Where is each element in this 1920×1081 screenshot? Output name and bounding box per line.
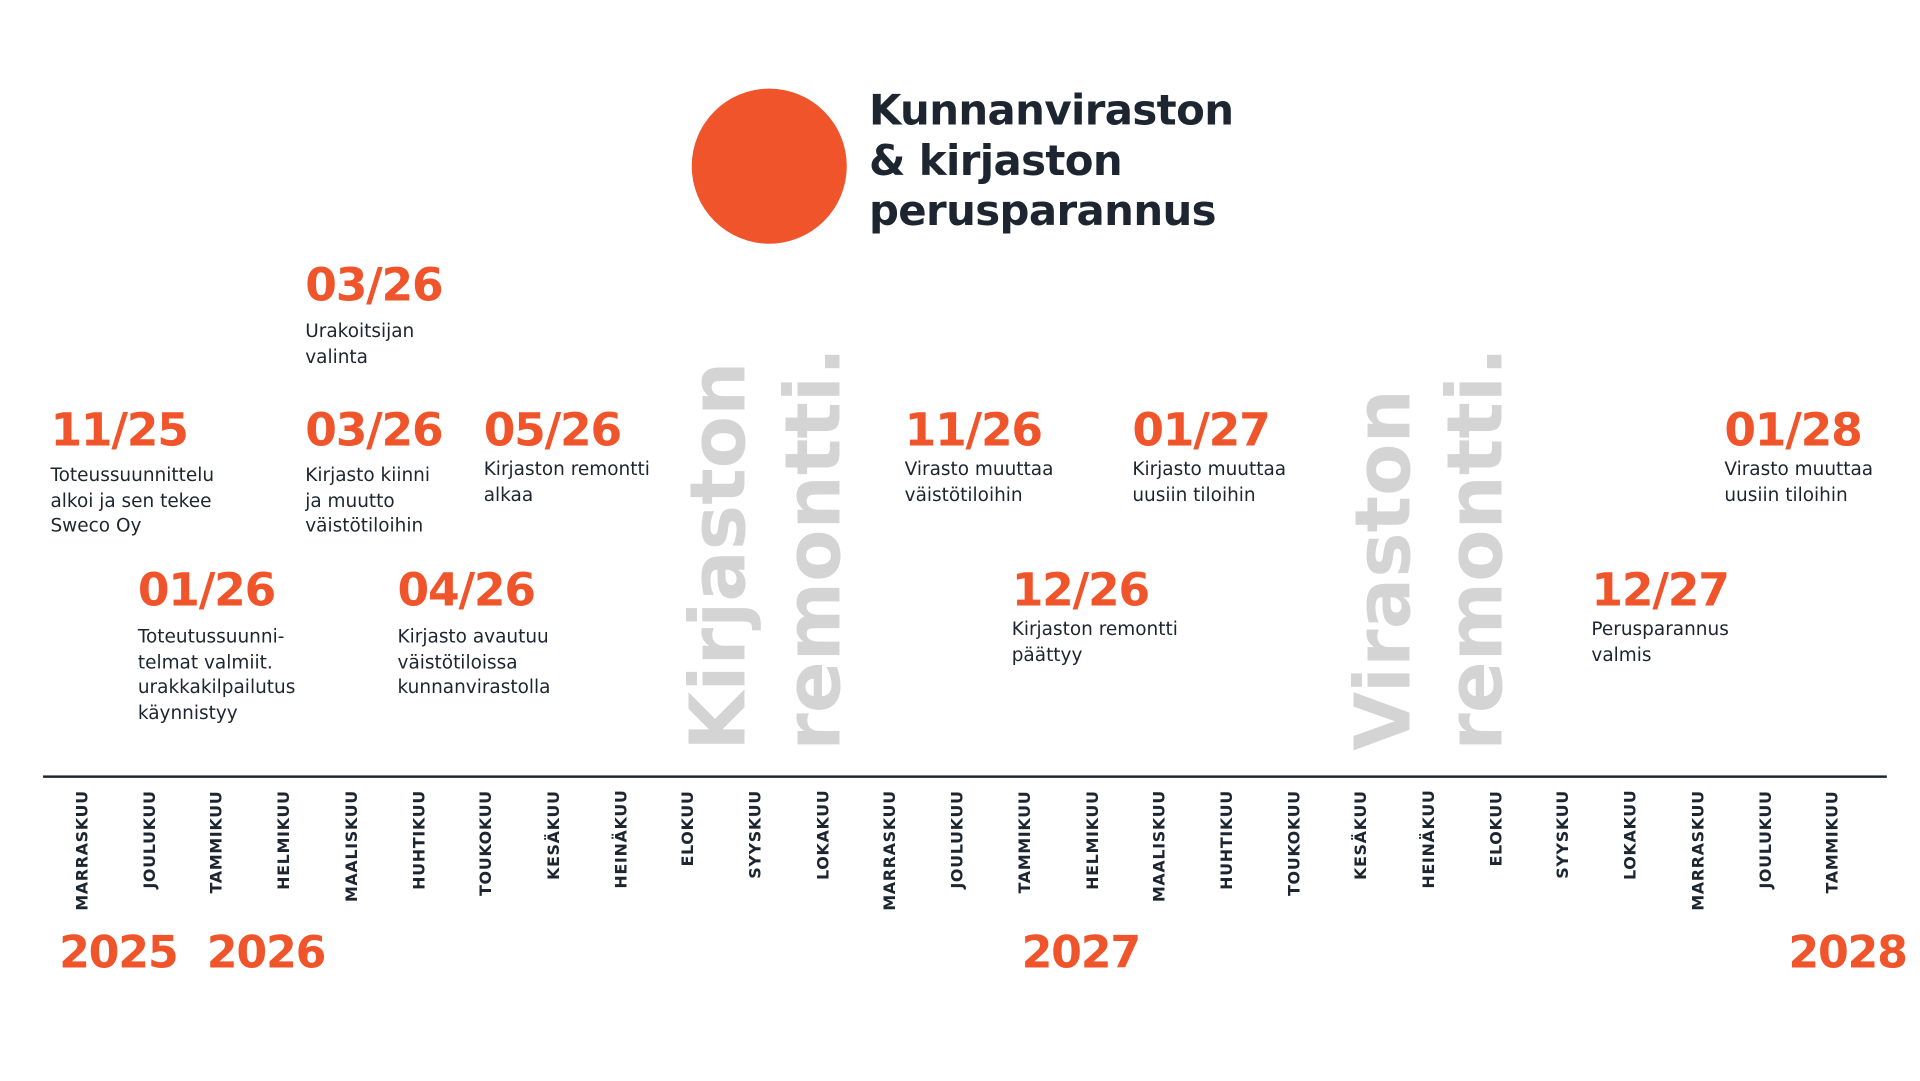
event-date: 11/25	[50, 403, 188, 457]
month-label: TOUKOKUU	[1285, 790, 1305, 897]
title-line: perusparannus	[868, 187, 1217, 237]
month-label: JOULUKUU	[949, 790, 968, 889]
month-label: MARRASKUU	[73, 790, 93, 911]
event-description-line: Toteussuunnittelu	[50, 464, 215, 487]
event-description: Toteutussuunni-telmat valmiit. urakkakilp…	[138, 624, 295, 725]
event-description-line: Virasto muuttaa	[1724, 457, 1874, 481]
event-description-line: käynnistyy	[137, 700, 238, 724]
event-description-line: Kirjaston remontti	[1011, 617, 1178, 641]
month-label: TOUKOKUU	[477, 790, 497, 897]
event-description: Urakoitsijan valinta	[305, 319, 414, 369]
month-label: HEINÄKUU	[1420, 790, 1439, 890]
event-description-line: valmis	[1591, 643, 1652, 666]
month-label: HELMIKUU	[275, 790, 295, 890]
page-title: Kunnanviraston & kirjaston perusparannus	[868, 86, 1234, 237]
timeline-axis	[43, 775, 1887, 778]
event-description-line: Perusparannus	[1591, 617, 1729, 641]
month-label: KESÄKUU	[545, 790, 564, 880]
event-date: 01/27	[1132, 403, 1270, 457]
phase-label: remontti.	[1430, 347, 1521, 751]
event-description: Kirjasto muuttaa uusiin tiloihin	[1132, 457, 1286, 507]
event-description: Kirjasto avautuu väistötiloissa kunnanvira…	[398, 624, 551, 700]
month-label: MARRASKUU	[881, 790, 901, 911]
event-description: Kirjasto kiinni ja muutto väistötiloihin	[305, 463, 430, 539]
event-description-line: väistötiloihin	[305, 514, 424, 537]
year-label: 2028	[1788, 928, 1908, 979]
month-label: MAALISKUU	[1151, 790, 1170, 903]
event-description: Perusparannus valmis	[1591, 617, 1728, 667]
event-description-line: urakkakilpailutus	[137, 675, 296, 698]
event-date: 01/26	[137, 563, 276, 617]
month-label: MAALISKUU	[343, 790, 362, 903]
event-date: 05/26	[483, 403, 622, 457]
event-description-line: alkoi ja sen tekee	[50, 489, 212, 512]
month-label: HUHTIKUU	[1218, 790, 1237, 890]
title-line: Kunnanviraston	[868, 86, 1234, 136]
phase-label: Viraston	[1337, 389, 1428, 751]
event-date: 11/26	[904, 403, 1043, 457]
month-label: TAMMIKUU	[1824, 790, 1843, 894]
event-description-line: väistötiloihin	[904, 483, 1023, 506]
event-date: 03/26	[305, 403, 443, 457]
event-description: Kirjaston remontti alkaa	[484, 457, 650, 507]
event-date: 04/26	[397, 563, 536, 617]
event-description-line: uusiin tiloihin	[1724, 483, 1848, 506]
event-description-line: Kirjasto avautuu	[397, 625, 549, 648]
year-label: 2026	[206, 928, 327, 979]
month-label: MARRASKUU	[1689, 790, 1709, 911]
year-label: 2027	[1021, 928, 1142, 979]
month-label: TAMMIKUU	[1016, 790, 1035, 894]
event-description-line: valinta	[305, 345, 368, 368]
month-label: JOULUKUU	[1756, 790, 1776, 889]
event-date: 01/28	[1724, 403, 1862, 457]
event-description-line: päättyy	[1011, 643, 1083, 666]
phase-label: Kirjaston	[673, 361, 764, 751]
event-description-line: Urakoitsijan	[305, 320, 415, 343]
event-date: 03/26	[305, 258, 443, 312]
month-label: JOULUKUU	[141, 790, 160, 889]
event-description: Toteussuunnittelu alkoi ja sen tekee Sweco…	[50, 463, 214, 539]
month-label: KESÄKUU	[1353, 790, 1372, 880]
event-date: 12/26	[1011, 563, 1150, 617]
event-description-line: telmat valmiit.	[137, 650, 273, 673]
event-date: 12/27	[1591, 563, 1729, 617]
month-label: ELOKUU	[679, 790, 699, 867]
event-description-line: Virasto muuttaa	[904, 457, 1054, 481]
event-description-line: alkaa	[483, 483, 534, 506]
year-label: 2025	[59, 928, 179, 979]
month-label: LOKAKUU	[814, 790, 833, 881]
month-label: HELMIKUU	[1083, 790, 1103, 890]
event-description-line: väistötiloissa	[397, 650, 518, 673]
event-description-line: Toteutussuunni-	[137, 625, 285, 648]
month-label: TAMMIKUU	[208, 790, 227, 894]
month-label: HEINÄKUU	[612, 790, 631, 890]
month-label: HUHTIKUU	[410, 790, 429, 890]
event-description-line: Kirjasto muuttaa	[1132, 457, 1287, 481]
month-label: SYYSKUU	[747, 790, 766, 879]
event-description: Virasto muuttaa väistötiloihin	[905, 457, 1054, 507]
event-description-line: ja muutto	[305, 489, 395, 512]
phase-label: remontti.	[768, 347, 858, 751]
title-line: & kirjaston	[868, 136, 1123, 186]
event-description-line: uusiin tiloihin	[1132, 483, 1256, 506]
logo-circle	[691, 88, 847, 244]
month-label: ELOKUU	[1487, 790, 1507, 867]
event-description-line: Sweco Oy	[50, 514, 142, 537]
event-description: Kirjaston remontti päättyy	[1012, 617, 1178, 667]
event-description-line: Kirjasto kiinni	[305, 464, 431, 487]
event-description-line: kunnanvirastolla	[397, 675, 551, 698]
month-label: LOKAKUU	[1622, 790, 1641, 881]
event-description-line: Kirjaston remontti	[483, 457, 650, 481]
event-description: Virasto muuttaa uusiin tiloihin	[1724, 457, 1873, 507]
month-label: SYYSKUU	[1554, 790, 1574, 879]
